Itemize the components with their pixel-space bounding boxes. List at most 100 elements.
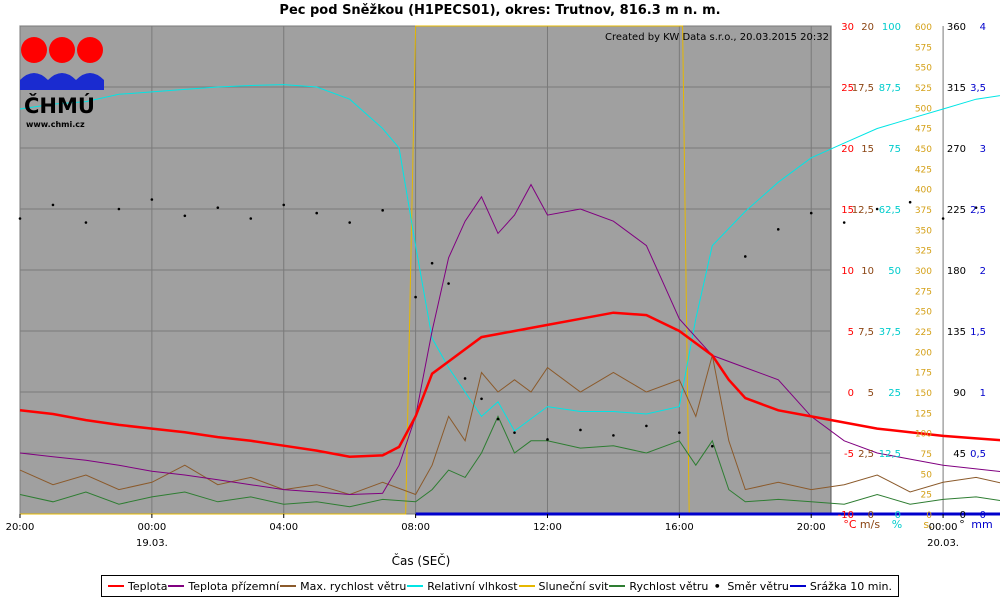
axis-tick-label: 25 <box>841 83 854 94</box>
axis-tick-label: 3 <box>980 144 986 155</box>
axis-tick-label: 5 <box>868 388 874 399</box>
axis-tick-label: 360 <box>947 22 966 33</box>
weather-chart: Pec pod Sněžkou (H1PECS01), okres: Trutn… <box>6 3 1000 568</box>
legend-swatch <box>168 585 185 587</box>
axis-tick-label: 135 <box>947 327 966 338</box>
axis-tick-label: 425 <box>915 165 932 175</box>
chmu-logo-icon <box>20 37 104 90</box>
legend-item: Srážka 10 min. <box>789 580 892 593</box>
axis-tick-label: 30 <box>841 22 854 33</box>
axis-tick-label: 225 <box>947 205 966 216</box>
legend-label: Teplota <box>128 579 168 593</box>
axis-tick-label: 75 <box>888 144 901 155</box>
wind-direction-point <box>776 228 780 231</box>
logo-url: www.chmi.cz <box>26 120 85 129</box>
axis-tick-label: 10 <box>861 266 874 277</box>
x-tick-label: 16:00 <box>665 522 694 533</box>
axis-tick-label: 17,5 <box>852 83 874 94</box>
axis-tick-label: 15 <box>841 205 854 216</box>
legend-item: Sluneční svit <box>518 579 609 593</box>
legend-item: • Směr větru <box>709 580 789 593</box>
wind-direction-point <box>908 200 912 204</box>
axis-tick-label: 20 <box>841 144 854 155</box>
series-line-max-rychlost-v-tru <box>19 355 1000 496</box>
x-date-label: 19.03. <box>136 538 168 549</box>
axis-tick-label: 0 <box>980 510 986 521</box>
legend: Teplota Teplota přízemní Max. rychlost vět… <box>101 575 899 597</box>
wind-direction-point <box>645 424 648 428</box>
axis-tick-label: 50 <box>888 266 901 277</box>
wind-direction-point <box>216 206 220 209</box>
axis-tick-label: 300 <box>915 267 932 277</box>
axis-tick-label: 5 <box>848 327 854 338</box>
logo-brand: ČHMÚ <box>24 94 95 118</box>
axis-tick-label: 250 <box>915 308 932 318</box>
x-tick-label: 20:00 <box>797 522 826 533</box>
wind-direction-point <box>117 207 121 211</box>
axis-tick-label: 500 <box>915 104 932 114</box>
legend-label: Směr větru <box>727 579 789 593</box>
chart-title: Pec pod Sněžkou (H1PECS01), okres: Trutn… <box>279 3 720 18</box>
legend-swatch: • <box>713 579 721 593</box>
series-line-relativn-vlhkost <box>19 84 1000 432</box>
axis-tick-label: 0 <box>868 510 874 521</box>
axis-tick-label: 400 <box>915 186 932 196</box>
wind-direction-point <box>875 207 879 211</box>
axis-tick-label: 10 <box>841 266 854 277</box>
legend-swatch <box>609 585 626 587</box>
series-line-slune-n-svit <box>20 25 1000 515</box>
axis-unit-label: s. <box>923 518 932 531</box>
wind-direction-point <box>612 434 615 437</box>
axis-tick-label: 0 <box>848 388 854 399</box>
wind-direction-point <box>282 203 286 207</box>
wind-direction-point <box>579 428 582 432</box>
axis-tick-label: 100 <box>882 22 901 33</box>
wind-direction-point <box>18 217 22 220</box>
axis-tick-label: 125 <box>915 409 932 419</box>
wind-direction-point <box>513 431 516 434</box>
wind-direction-point <box>381 209 384 212</box>
legend-label: Teplota přízemní <box>188 579 280 593</box>
wind-direction-point <box>974 206 978 209</box>
axis-tick-label: 7,5 <box>858 327 874 338</box>
axis-tick-label: -5 <box>844 449 854 460</box>
axis-tick-label: 175 <box>915 369 932 379</box>
legend-label: Rychlost větru <box>629 579 709 593</box>
wind-direction-point <box>546 438 549 441</box>
axis-tick-label: 2 <box>980 266 986 277</box>
axis-tick-label: 3,5 <box>970 83 986 94</box>
axis-unit-label: °C <box>843 518 857 531</box>
wind-direction-point <box>809 211 813 215</box>
wind-direction-point <box>941 217 945 220</box>
wind-direction-point <box>842 221 846 224</box>
axis-tick-label: 275 <box>915 287 932 297</box>
axis-tick-label: 12,5 <box>879 449 901 460</box>
axis-tick-label: 75 <box>921 450 932 460</box>
axis-tick-label: 1 <box>980 388 986 399</box>
chmu-logo: ČHMÚ www.chmi.cz <box>18 32 108 132</box>
axis-tick-label: 575 <box>915 43 932 53</box>
axis-tick-label: 225 <box>915 328 932 338</box>
axis-tick-label: 2,5 <box>970 205 986 216</box>
x-tick-label: 04:00 <box>269 522 298 533</box>
axis-tick-label: 0 <box>895 510 901 521</box>
wind-direction-point <box>447 282 450 285</box>
x-tick-label: 20:00 <box>6 522 35 533</box>
axis-tick-label: 180 <box>947 266 966 277</box>
legend-item: Teplota <box>108 580 167 593</box>
wind-direction-point <box>678 431 681 434</box>
axis-unit-label: % <box>892 518 902 531</box>
axis-tick-label: 1,5 <box>970 327 986 338</box>
wind-direction-point <box>496 417 500 421</box>
axis-tick-label: 25 <box>921 491 932 501</box>
axis-tick-label: 37,5 <box>879 327 901 338</box>
axis-tick-label: 12,5 <box>852 205 874 216</box>
axis-tick-label: 4 <box>980 22 986 33</box>
credit-text: Created by KW Data s.r.o., 20.03.2015 20… <box>605 32 829 43</box>
legend-label: Sluneční svit <box>538 579 609 593</box>
legend-label: Relativní vlhkost <box>427 579 518 593</box>
wind-direction-point <box>183 214 187 218</box>
series-line-teplota-p-zemn- <box>19 183 1000 496</box>
series-line-rychlost-v-tru <box>19 415 1000 508</box>
wind-direction-point <box>150 198 154 201</box>
